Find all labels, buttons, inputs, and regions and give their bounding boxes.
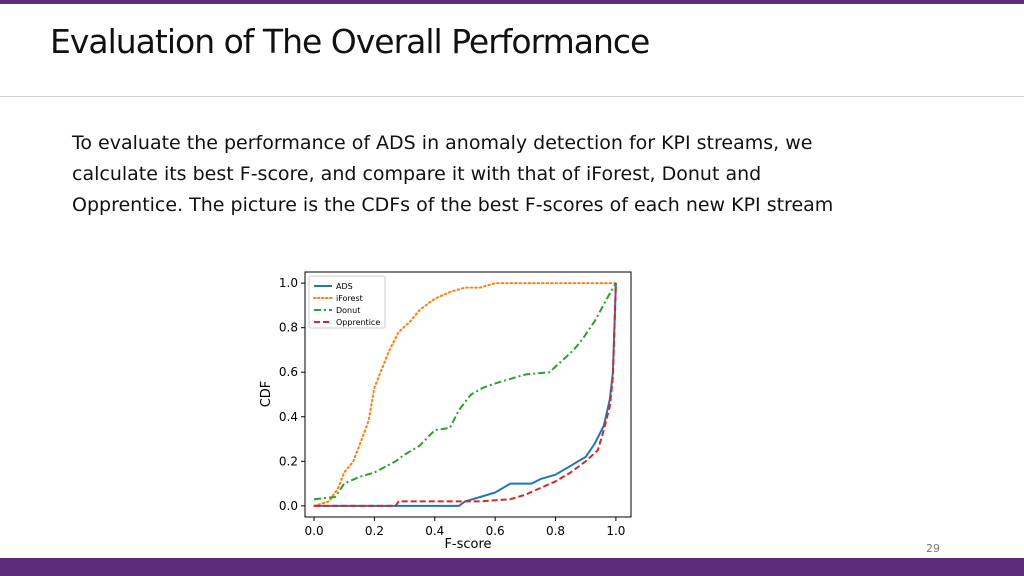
legend-label: ADS (336, 282, 353, 291)
chart-legend: ADS iForest Donut Opprentice (308, 275, 386, 329)
x-tick-label: 0.0 (305, 524, 324, 538)
x-tick-label: 0.4 (425, 524, 444, 538)
y-tick-label: 0.0 (279, 499, 298, 513)
y-tick-label: 1.0 (279, 276, 298, 290)
series-line-iforest (313, 282, 617, 507)
series-line-ads (314, 283, 617, 507)
slide-title: Evaluation of The Overall Performance (50, 22, 650, 61)
x-tick-label: 1.0 (606, 524, 625, 538)
x-tick-label: 0.6 (486, 524, 505, 538)
x-axis-label: F-score (444, 537, 491, 552)
series-line-donut (313, 282, 617, 501)
slide-body-text: To evaluate the performance of ADS in an… (72, 132, 834, 216)
cdf-chart: 0.0 0.2 0.4 0.6 0.8 1.0 0.0 0.2 0.4 0.6 0.8 1.0 F-s… (259, 271, 632, 552)
x-tick-label: 0.2 (365, 524, 384, 538)
chart-marks (313, 282, 617, 507)
series-line-opprentice (314, 283, 617, 507)
top-accent-bar (0, 0, 1024, 4)
bottom-accent-bar (0, 558, 1024, 576)
y-axis-label: CDF (259, 381, 274, 408)
chart-axes: 0.0 0.2 0.4 0.6 0.8 1.0 0.0 0.2 0.4 0.6 0.8 1.0 (279, 276, 626, 538)
legend-label: Donut (336, 306, 360, 315)
x-tick-label: 0.8 (546, 524, 565, 538)
title-divider (0, 96, 1024, 97)
y-tick-label: 0.2 (279, 454, 298, 468)
y-tick-label: 0.8 (279, 321, 298, 335)
page-number: 29 (926, 542, 940, 555)
legend-box (308, 275, 386, 329)
y-tick-label: 0.4 (279, 410, 298, 424)
y-tick-label: 0.6 (279, 365, 298, 379)
legend-label: Opprentice (336, 318, 380, 327)
legend-label: iForest (336, 294, 363, 303)
